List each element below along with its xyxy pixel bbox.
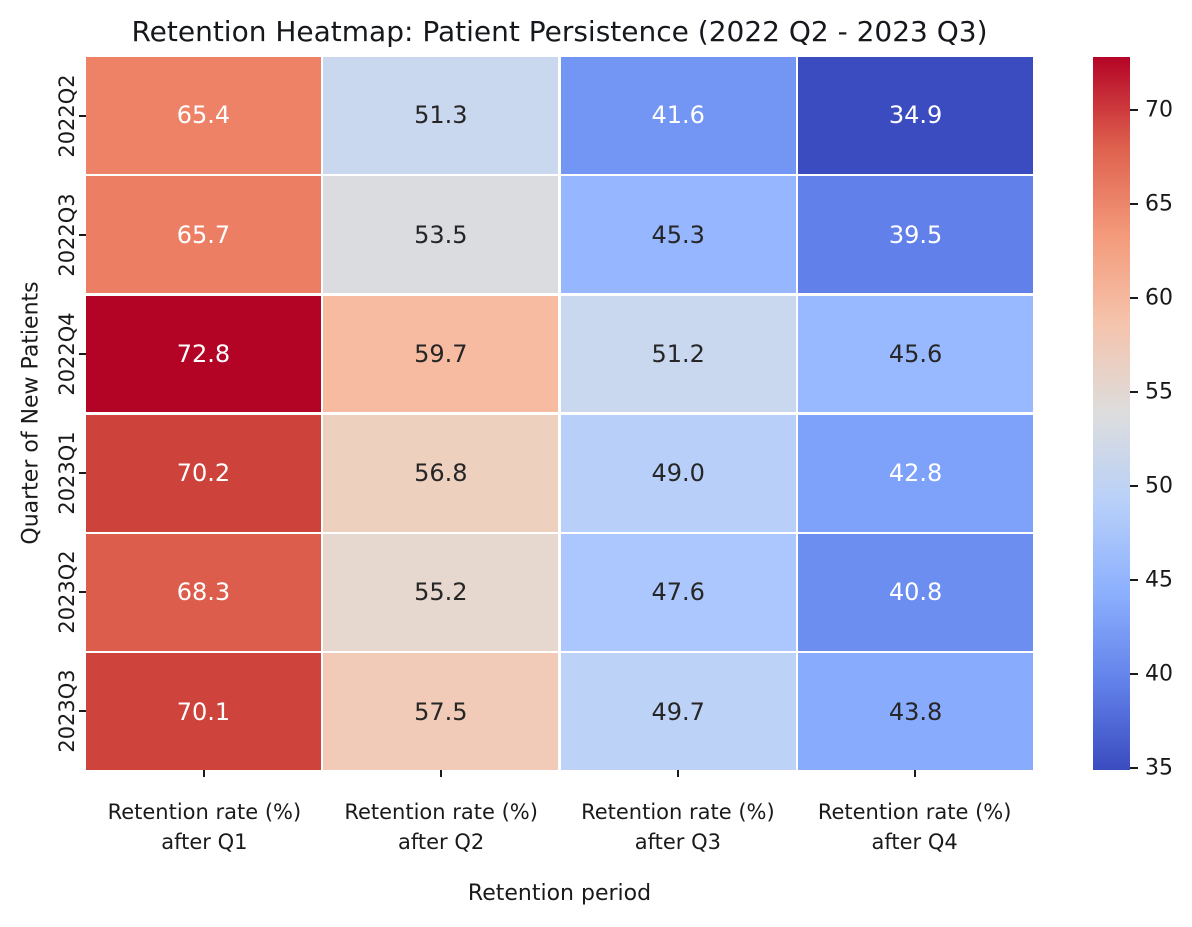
y-tick-mark <box>79 234 86 237</box>
x-tick-label-col2: Retention rate (%) after Q2 <box>344 797 538 857</box>
y-tick-label-2023Q2: 2023Q2 <box>55 550 79 634</box>
y-tick-mark <box>79 115 86 118</box>
colorbar-tick-mark <box>1130 484 1138 487</box>
heatmap-cell-2022Q2-col3: 41.6 <box>560 57 796 174</box>
colorbar-tick-label-40: 40 <box>1145 661 1173 687</box>
heatmap-cell-2022Q4-col2: 59.7 <box>323 295 559 413</box>
heatmap-cell-2023Q2-col4: 40.8 <box>798 534 1033 651</box>
y-tick-label-2022Q4: 2022Q4 <box>55 312 79 396</box>
x-tick-label-line: Retention rate (%) <box>344 800 538 824</box>
heatmap-cell-2023Q3-col3: 49.7 <box>560 653 796 770</box>
x-tick-label-line: Retention rate (%) <box>107 800 302 824</box>
heatmap-grid: 65.4 51.3 41.6 34.9 65.7 53.5 45.3 39.5 72.8 59.7… <box>86 57 1033 770</box>
x-tick-mark <box>440 770 443 777</box>
x-tick-mark <box>913 770 916 777</box>
y-tick-label-2022Q3: 2022Q3 <box>55 193 79 277</box>
colorbar-tick-label-35: 35 <box>1145 755 1173 781</box>
colorbar-tick-mark <box>1130 673 1138 676</box>
y-tick-mark <box>79 471 86 474</box>
y-tick-label-2022Q2: 2022Q2 <box>55 74 79 159</box>
x-axis-label: Retention period <box>467 881 652 906</box>
y-tick-mark <box>79 590 86 593</box>
x-tick-label-col1: Retention rate (%) after Q1 <box>108 797 302 857</box>
colorbar-tick-label-70: 70 <box>1145 97 1173 123</box>
heatmap-cell-2022Q2-col1: 65.4 <box>86 57 321 174</box>
heatmap-cell-2023Q1-col1: 70.2 <box>86 414 321 532</box>
heatmap-cell-2023Q2-col1: 68.3 <box>86 534 321 651</box>
heatmap-cell-2022Q4-col1: 72.8 <box>86 295 321 413</box>
heatmap-cell-2022Q4-col3: 51.2 <box>560 295 796 413</box>
heatmap-cell-2022Q4-col4: 45.6 <box>798 295 1033 413</box>
x-tick-mark <box>203 770 206 777</box>
heatmap-cell-2023Q1-col3: 49.0 <box>560 414 796 532</box>
y-tick-mark <box>79 353 86 356</box>
heatmap-cell-2022Q3-col2: 53.5 <box>323 176 559 293</box>
x-tick-mark <box>676 770 679 777</box>
x-tick-label-line: after Q2 <box>397 830 485 854</box>
colorbar-tick-mark <box>1130 296 1138 299</box>
heatmap-cell-2023Q3-col2: 57.5 <box>323 653 559 770</box>
colorbar <box>1093 57 1130 770</box>
heatmap-cell-2022Q2-col4: 34.9 <box>798 57 1033 174</box>
heatmap-cell-2022Q3-col3: 45.3 <box>560 176 796 293</box>
heatmap-cell-2023Q3-col4: 43.8 <box>798 653 1033 770</box>
colorbar-tick-label-60: 60 <box>1145 285 1173 311</box>
heatmap-cell-2022Q3-col1: 65.7 <box>86 176 321 293</box>
heatmap-cell-2023Q1-col4: 42.8 <box>798 414 1033 532</box>
colorbar-tick-mark <box>1130 108 1138 111</box>
colorbar-tick-label-50: 50 <box>1145 473 1173 499</box>
heatmap-cell-2023Q3-col1: 70.1 <box>86 653 321 770</box>
heatmap-cell-2023Q2-col2: 55.2 <box>323 534 559 651</box>
x-tick-label-line: after Q4 <box>871 830 958 854</box>
x-tick-label-line: Retention rate (%) <box>581 800 775 824</box>
heatmap-cell-2022Q2-col2: 51.3 <box>323 57 559 174</box>
heatmap-cell-2023Q1-col2: 56.8 <box>323 414 559 532</box>
colorbar-tick-label-45: 45 <box>1145 567 1173 593</box>
colorbar-tick-mark <box>1130 578 1138 581</box>
x-tick-label-col4: Retention rate (%) after Q4 <box>818 797 1012 857</box>
y-tick-label-2023Q1: 2023Q1 <box>55 431 79 515</box>
colorbar-tick-mark <box>1130 390 1138 393</box>
y-tick-label-2023Q3: 2023Q3 <box>55 668 79 753</box>
x-tick-label-col3: Retention rate (%) after Q3 <box>581 797 775 857</box>
x-tick-label-line: Retention rate (%) <box>817 800 1012 824</box>
x-tick-label-line: after Q3 <box>634 830 721 854</box>
heatmap-cell-2022Q3-col4: 39.5 <box>798 176 1033 293</box>
x-tick-label-line: after Q1 <box>161 830 248 854</box>
colorbar-tick-mark <box>1130 202 1138 205</box>
y-axis-label: Quarter of New Patients <box>18 281 44 545</box>
colorbar-tick-label-65: 65 <box>1145 191 1173 217</box>
colorbar-tick-mark <box>1130 767 1138 770</box>
y-tick-mark <box>79 709 86 712</box>
chart-title: Retention Heatmap: Patient Persistence (… <box>131 15 988 48</box>
colorbar-tick-label-55: 55 <box>1145 379 1173 405</box>
heatmap-cell-2023Q2-col3: 47.6 <box>560 534 796 651</box>
